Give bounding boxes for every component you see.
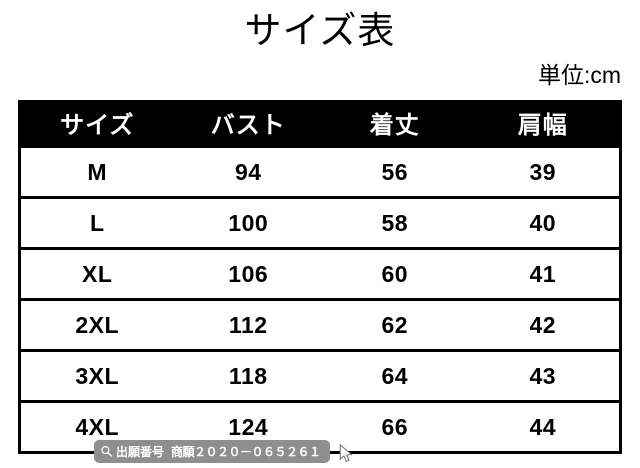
cell-length: 64 xyxy=(322,349,467,402)
cell-length: 58 xyxy=(322,196,467,249)
cell-size: XL xyxy=(21,247,174,300)
column-header-size: サイズ xyxy=(21,103,174,148)
cell-bust: 112 xyxy=(173,298,323,351)
table-row: L 100 58 40 xyxy=(21,196,619,249)
cell-bust: 94 xyxy=(173,148,323,198)
unit-note: 単位:cm xyxy=(537,62,621,88)
column-header-length: 着丈 xyxy=(322,103,467,148)
cell-shoulder: 40 xyxy=(466,196,619,249)
table-row: 2XL 112 62 42 xyxy=(21,298,619,351)
badge-label: 出願番号 xyxy=(116,445,165,459)
badge-number: 商願２０２０－０６５２６１ xyxy=(171,445,321,459)
cell-shoulder: 44 xyxy=(466,400,619,451)
table-row: 3XL 118 64 43 xyxy=(21,349,619,402)
table-row: M 94 56 39 xyxy=(21,148,619,198)
cell-size: 3XL xyxy=(21,349,174,402)
cell-length: 62 xyxy=(322,298,467,351)
size-table-container: サイズ バスト 着丈 肩幅 M 94 56 39 L 100 58 40 XL … xyxy=(18,100,622,454)
cell-bust: 118 xyxy=(173,349,323,402)
cell-size: 2XL xyxy=(21,298,174,351)
cell-shoulder: 42 xyxy=(466,298,619,351)
table-body: M 94 56 39 L 100 58 40 XL 106 60 41 2XL … xyxy=(21,148,619,451)
cell-length: 66 xyxy=(322,400,467,451)
cell-shoulder: 39 xyxy=(466,148,619,198)
column-header-shoulder: 肩幅 xyxy=(466,103,619,148)
magnifier-icon xyxy=(100,445,113,458)
application-number-badge: 出願番号 商願２０２０－０６５２６１ xyxy=(94,440,330,463)
cell-bust: 106 xyxy=(173,247,323,300)
table-header-row: サイズ バスト 着丈 肩幅 xyxy=(21,103,619,148)
cell-bust: 100 xyxy=(173,196,323,249)
cell-length: 56 xyxy=(322,148,467,198)
column-header-bust: バスト xyxy=(173,103,323,148)
size-table: サイズ バスト 着丈 肩幅 M 94 56 39 L 100 58 40 XL … xyxy=(21,103,619,451)
table-header: サイズ バスト 着丈 肩幅 xyxy=(21,103,619,148)
cell-shoulder: 43 xyxy=(466,349,619,402)
table-row: XL 106 60 41 xyxy=(21,247,619,300)
cell-size: L xyxy=(21,196,174,249)
cell-size: M xyxy=(21,148,174,198)
cell-length: 60 xyxy=(322,247,467,300)
cell-shoulder: 41 xyxy=(466,247,619,300)
page-title: サイズ表 xyxy=(244,10,396,51)
